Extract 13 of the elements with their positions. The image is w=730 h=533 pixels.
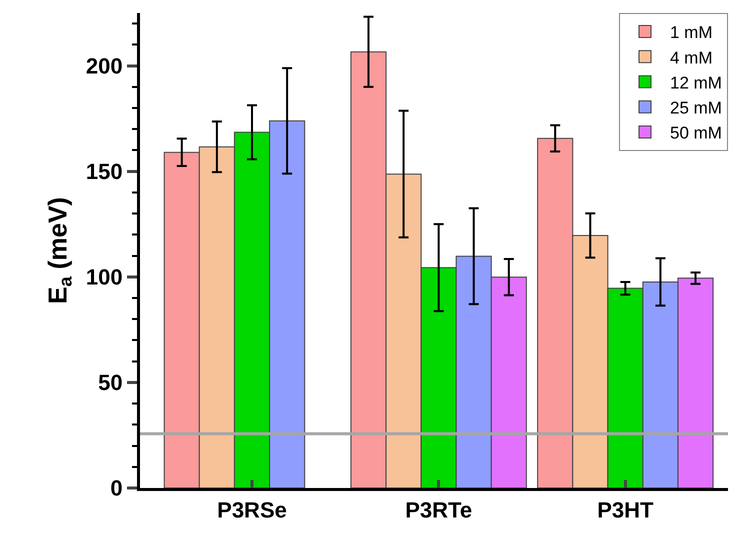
- legend-label: 50 mM: [670, 124, 722, 143]
- y-tick-label: 50: [98, 370, 123, 396]
- legend-label: 4 mM: [670, 48, 712, 68]
- x-tick-label: P3RSe: [217, 497, 287, 522]
- legend-label: 12 mM: [670, 73, 722, 92]
- y-tick-label: 150: [86, 159, 123, 184]
- y-tick-label: 0: [110, 476, 123, 501]
- x-tick-label: P3HT: [597, 497, 654, 522]
- y-tick-label: 200: [86, 53, 123, 78]
- x-tick-label: P3RTe: [405, 497, 472, 522]
- y-tick-label: 100: [86, 264, 123, 290]
- legend-label: 1 mM: [670, 23, 712, 42]
- legend-label: 25 mM: [670, 98, 722, 118]
